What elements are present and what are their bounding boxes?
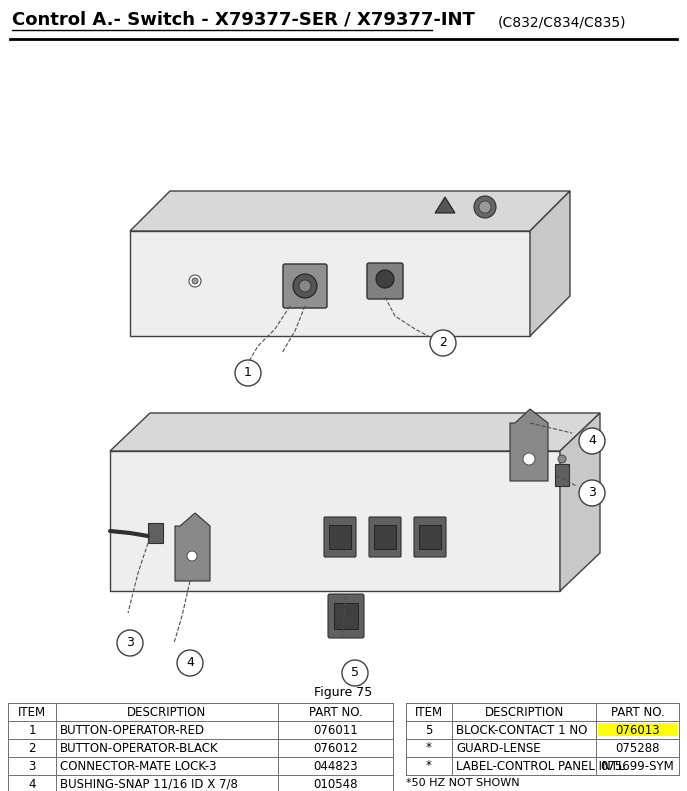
Text: 010548: 010548 xyxy=(313,778,358,790)
Circle shape xyxy=(293,274,317,298)
Text: BLOCK-CONTACT 1 NO: BLOCK-CONTACT 1 NO xyxy=(456,724,587,736)
Text: 075288: 075288 xyxy=(616,741,660,755)
Text: *50 HZ NOT SHOWN: *50 HZ NOT SHOWN xyxy=(406,778,519,788)
Polygon shape xyxy=(560,413,600,591)
Polygon shape xyxy=(130,191,570,231)
Bar xyxy=(329,525,351,549)
Text: 4: 4 xyxy=(186,657,194,669)
Text: DESCRIPTION: DESCRIPTION xyxy=(127,706,207,718)
Text: PART NO.: PART NO. xyxy=(611,706,664,718)
Polygon shape xyxy=(110,413,600,451)
Text: 2: 2 xyxy=(439,336,447,350)
Text: 4: 4 xyxy=(28,778,36,790)
Text: ITEM: ITEM xyxy=(415,706,443,718)
Polygon shape xyxy=(510,409,548,481)
Circle shape xyxy=(430,330,456,356)
Text: 3: 3 xyxy=(126,637,134,649)
FancyBboxPatch shape xyxy=(324,517,356,557)
Circle shape xyxy=(189,275,201,287)
Text: BUTTON-OPERATOR-RED: BUTTON-OPERATOR-RED xyxy=(60,724,205,736)
FancyBboxPatch shape xyxy=(414,517,446,557)
FancyBboxPatch shape xyxy=(369,517,401,557)
Circle shape xyxy=(479,201,491,213)
Circle shape xyxy=(579,480,605,506)
Text: PART NO.: PART NO. xyxy=(308,706,362,718)
Polygon shape xyxy=(175,513,210,581)
Text: 076013: 076013 xyxy=(615,724,660,736)
Circle shape xyxy=(474,196,496,218)
Text: (C832/C834/C835): (C832/C834/C835) xyxy=(498,15,627,29)
Polygon shape xyxy=(530,191,570,336)
Text: 5: 5 xyxy=(351,667,359,679)
Text: 3: 3 xyxy=(28,759,36,773)
Bar xyxy=(598,723,677,736)
Text: 1: 1 xyxy=(244,366,252,380)
Text: BUSHING-SNAP 11/16 ID X 7/8: BUSHING-SNAP 11/16 ID X 7/8 xyxy=(60,778,238,790)
Circle shape xyxy=(579,428,605,454)
Text: 075699-SYM: 075699-SYM xyxy=(600,759,675,773)
Circle shape xyxy=(299,280,311,292)
FancyBboxPatch shape xyxy=(283,264,327,308)
Circle shape xyxy=(376,270,394,288)
Bar xyxy=(148,523,163,543)
Text: Figure 75: Figure 75 xyxy=(314,686,372,699)
Text: Control A.- Switch - X79377-SER / X79377-INT: Control A.- Switch - X79377-SER / X79377… xyxy=(12,11,475,29)
Polygon shape xyxy=(130,231,530,336)
Circle shape xyxy=(192,278,198,284)
Bar xyxy=(419,525,441,549)
Circle shape xyxy=(235,360,261,386)
Polygon shape xyxy=(435,197,455,213)
Text: *: * xyxy=(426,759,432,773)
Bar xyxy=(555,464,569,486)
Circle shape xyxy=(117,630,143,656)
Circle shape xyxy=(177,650,203,676)
Text: LABEL-CONTROL PANEL INTL: LABEL-CONTROL PANEL INTL xyxy=(456,759,624,773)
FancyBboxPatch shape xyxy=(367,263,403,299)
Text: 2: 2 xyxy=(28,741,36,755)
Text: 044823: 044823 xyxy=(313,759,358,773)
Circle shape xyxy=(558,455,566,463)
Polygon shape xyxy=(110,451,560,591)
Circle shape xyxy=(187,551,197,561)
Text: DESCRIPTION: DESCRIPTION xyxy=(484,706,563,718)
Bar xyxy=(374,525,396,549)
Text: CONNECTOR-MATE LOCK-3: CONNECTOR-MATE LOCK-3 xyxy=(60,759,216,773)
Bar xyxy=(334,603,358,629)
Text: BUTTON-OPERATOR-BLACK: BUTTON-OPERATOR-BLACK xyxy=(60,741,218,755)
FancyBboxPatch shape xyxy=(328,594,364,638)
Circle shape xyxy=(523,453,535,465)
Text: GUARD-LENSE: GUARD-LENSE xyxy=(456,741,541,755)
Text: ITEM: ITEM xyxy=(18,706,46,718)
Text: 076012: 076012 xyxy=(313,741,358,755)
Text: *: * xyxy=(426,741,432,755)
Text: 1: 1 xyxy=(28,724,36,736)
Circle shape xyxy=(342,660,368,686)
Text: 4: 4 xyxy=(588,434,596,448)
Text: 3: 3 xyxy=(588,486,596,499)
Text: 076011: 076011 xyxy=(313,724,358,736)
Text: 5: 5 xyxy=(425,724,433,736)
